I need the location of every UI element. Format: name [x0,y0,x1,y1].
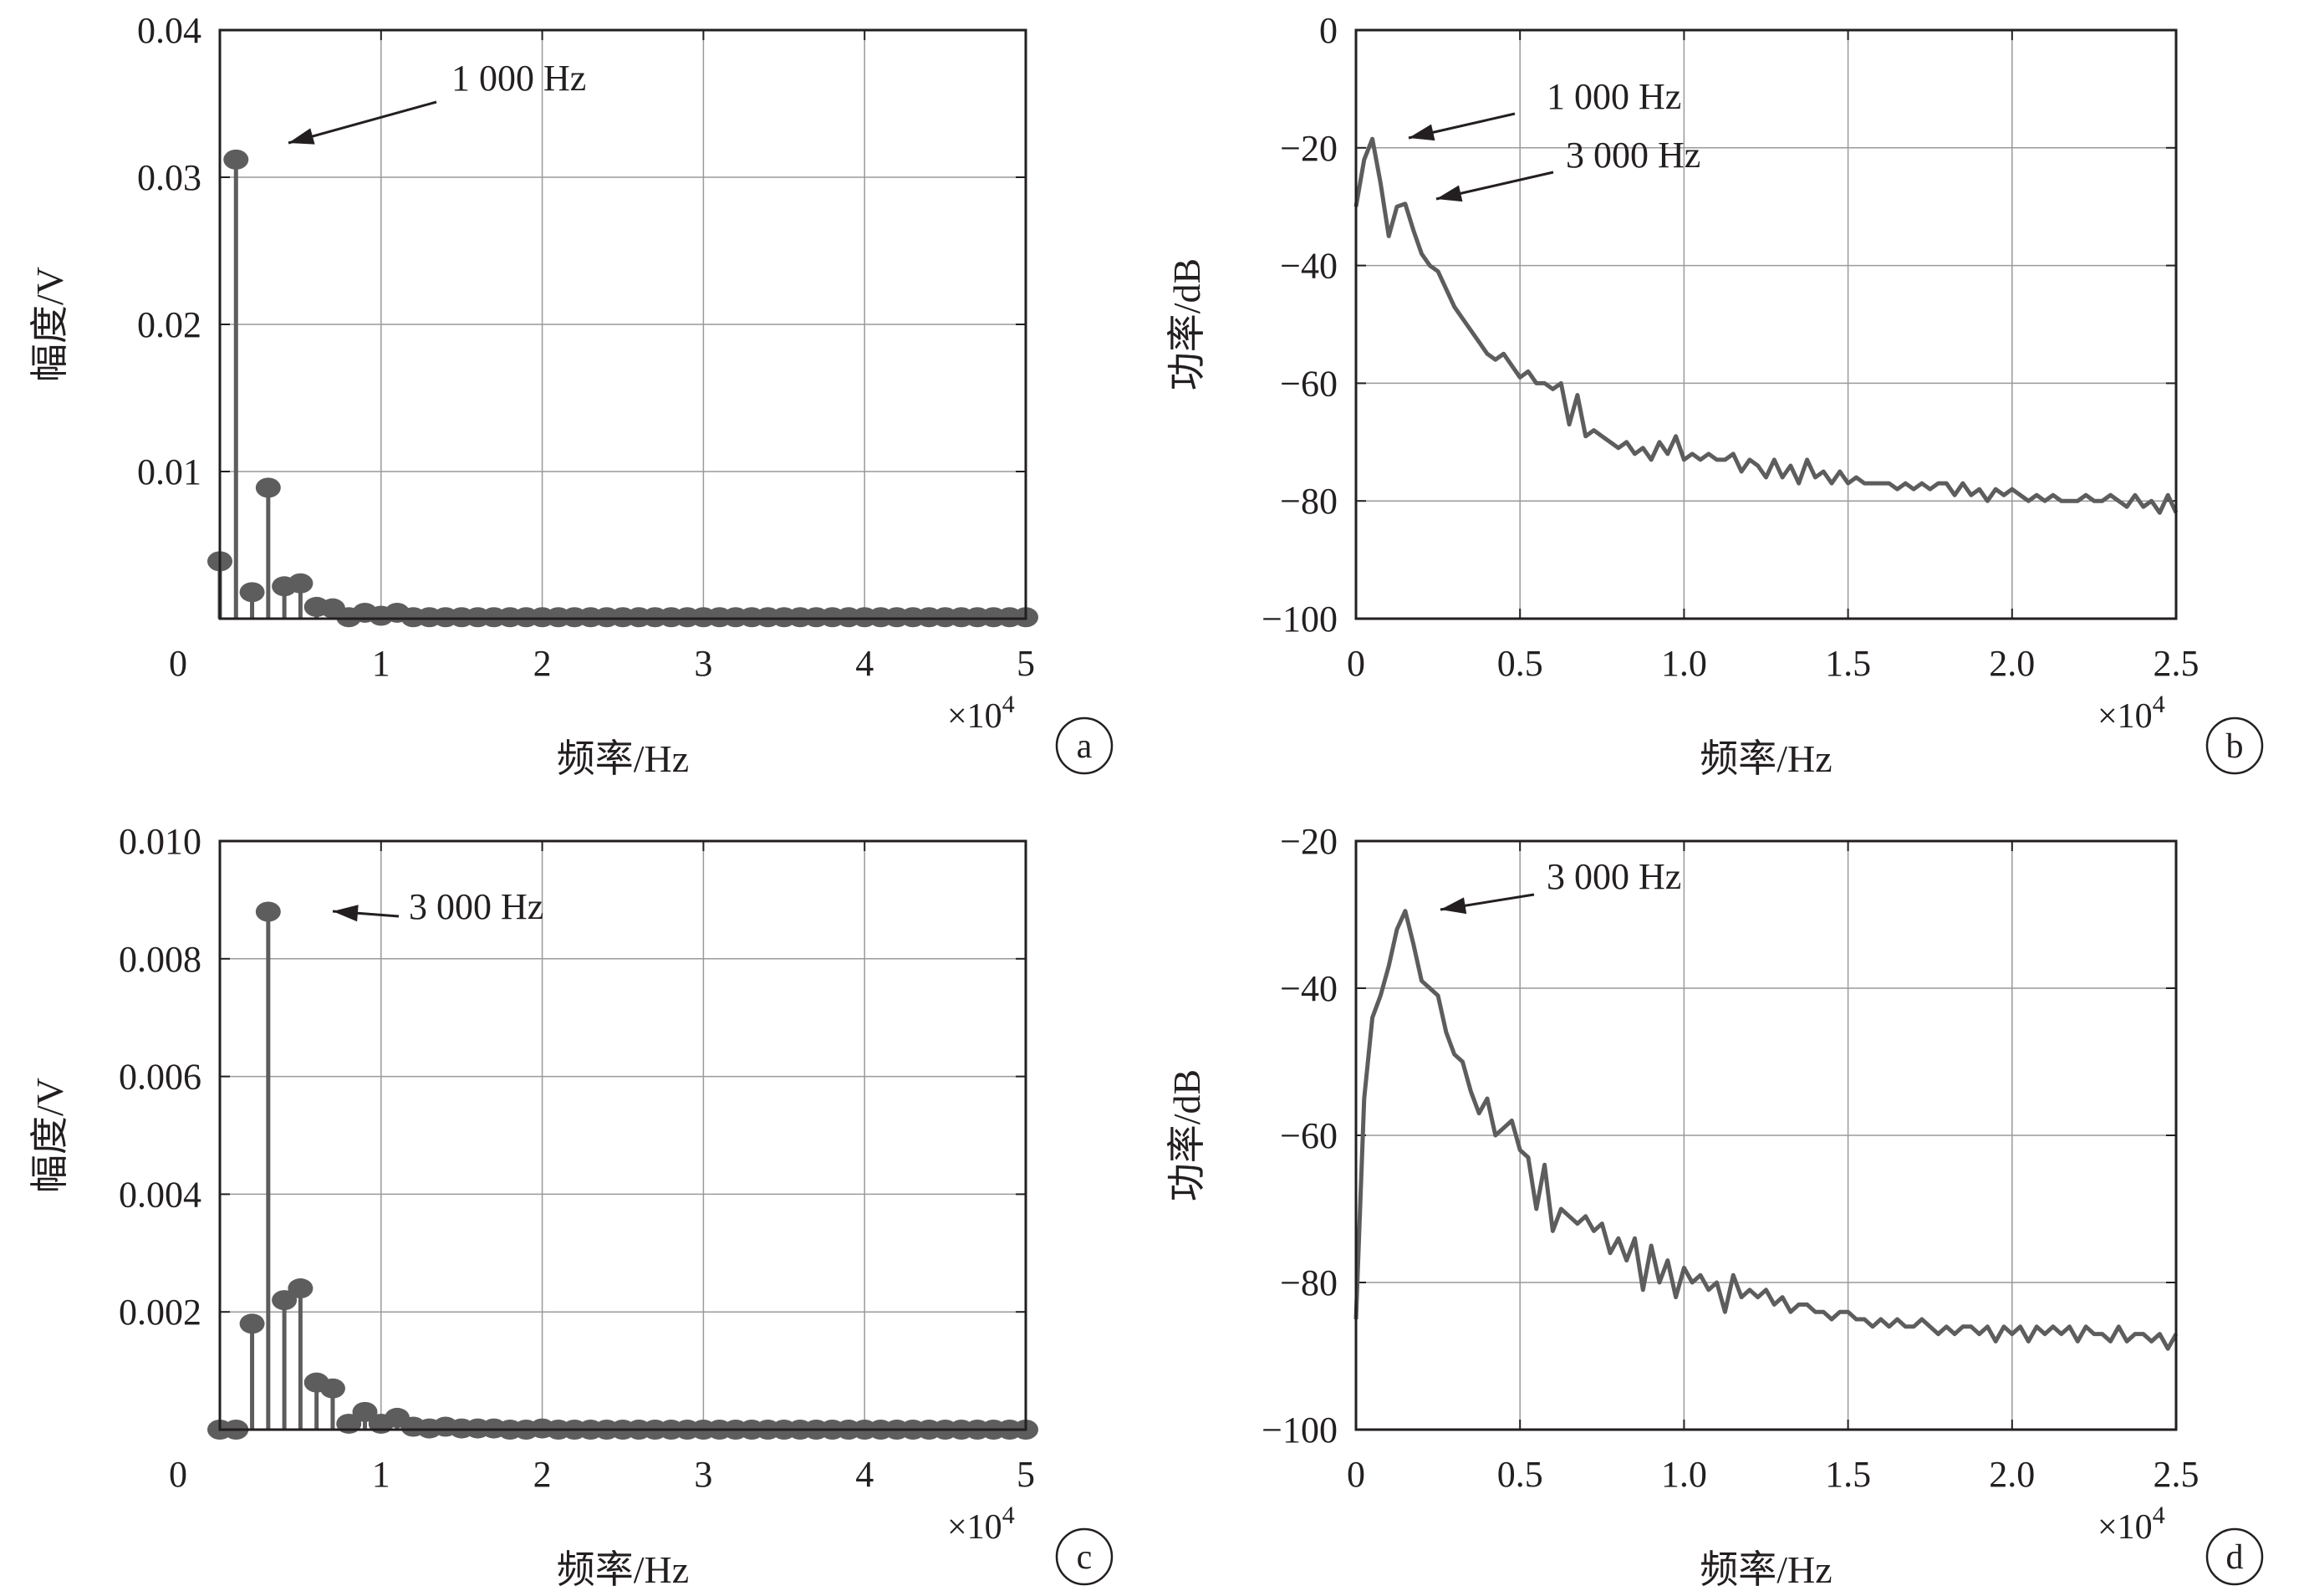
x-tick-label: 2 [533,1454,552,1495]
y-tick-label: −100 [1262,599,1338,640]
x-tick-label: 2.0 [1989,1454,2035,1495]
x-tick-label: 0.5 [1497,1454,1543,1495]
stem-marker [255,477,281,498]
stem-marker [223,149,249,170]
panel-label: a [1077,727,1093,766]
series-line [1353,136,2179,515]
annotation-arrow-head [1440,897,1467,915]
annotation-arrow-line [288,100,437,145]
x-tick-label: 4 [855,1454,874,1495]
x-tick-label: 0.5 [1497,643,1543,684]
y-tick-label: −20 [1280,128,1338,169]
x-axis-label: 频率/Hz [557,1548,689,1591]
x-tick-label: 0 [1347,643,1365,684]
x-tick-label: 2.5 [2154,643,2200,684]
y-tick-label: −60 [1280,363,1338,404]
y-tick-label: 0.03 [137,157,201,198]
plot-frame [1354,839,2178,1431]
y-tick-label: −100 [1262,1410,1338,1451]
y-tick-label: 0.006 [119,1057,201,1098]
panel-label: c [1077,1538,1093,1577]
annotation-label: 1 000 Hz [451,58,586,99]
x-tick-label: 1.0 [1661,643,1707,684]
stem-marker [288,1278,313,1299]
y-tick-label: −60 [1280,1115,1338,1156]
x-tick-label: 0 [169,1454,187,1495]
plot-frame [1354,28,2178,620]
x-tick-label: 0 [1347,1454,1365,1495]
series-line [1353,909,2179,1351]
panel-label-circle [1055,716,1114,775]
stem-marker [239,1313,265,1334]
y-tick-label: −40 [1280,246,1338,287]
annotation-arrow-head [333,905,359,922]
x-tick-label: 3 [694,1454,712,1495]
y-tick-label: −80 [1280,481,1338,522]
x-multiplier: ×104 [2098,1502,2165,1547]
panel-label-circle [1055,1527,1114,1586]
x-tick-label: 2 [533,643,552,684]
y-tick-label: 0.010 [119,821,201,862]
panel-label-circle [2205,1527,2264,1586]
x-axis-label: 频率/Hz [557,737,689,780]
x-tick-label: 1 [372,643,390,684]
panel-label: b [2226,727,2244,766]
plot-frame [218,839,1027,1431]
x-tick-label: 5 [1017,643,1035,684]
stem-marker [288,573,313,594]
x-tick-label: 0 [169,643,187,684]
y-tick-label: 0.004 [119,1174,201,1215]
x-tick-label: 1.0 [1661,1454,1707,1495]
stem-marker [352,1401,378,1422]
chart-panel-d: 0 0.5 1.0 1.5 2.0 2.5 −100 −80 −60 −40 −20 ×104 频率/H… [1165,821,2264,1591]
x-tick-label: 5 [1017,1454,1035,1495]
x-multiplier: ×104 [947,1502,1015,1547]
annotation-arrow-head [1409,124,1435,141]
x-tick-label: 1 [372,1454,390,1495]
stem-marker [255,901,281,922]
x-tick-label: 3 [694,643,712,684]
y-tick-label: −40 [1280,968,1338,1009]
y-tick-label: 0.008 [119,939,201,980]
stem-marker [239,582,265,603]
x-tick-label: 2.0 [1989,643,2035,684]
x-tick-label: 1.5 [1825,643,1871,684]
annotation-arrow-head [288,128,315,145]
y-tick-label: −80 [1280,1262,1338,1303]
stem-marker [272,1290,298,1311]
annotation-arrow-head [1436,185,1463,202]
annotation-label: 3 000 Hz [1547,856,1681,897]
annotation-label: 3 000 Hz [409,886,543,927]
y-tick-label: 0.002 [119,1292,201,1333]
y-tick-label: 0 [1319,10,1338,51]
chart-panel-b: 0 0.5 1.0 1.5 2.0 2.5 −100 −80 −60 −40 −20 0 ×104 频率/… [1165,10,2264,780]
annotation-label: 1 000 Hz [1547,76,1681,117]
stem-marker [319,1378,345,1399]
chart-panel-c: 0 1 2 3 4 5 0.002 0.004 0.006 0.008 0.010 ×104 频率/Hz… [28,821,1114,1591]
y-axis-label: 幅度/V [28,267,71,382]
x-multiplier: ×104 [947,691,1015,736]
y-tick-label: 0.02 [137,304,201,345]
y-tick-label: −20 [1280,821,1338,862]
y-axis-label: 功率/dB [1165,1069,1208,1201]
x-tick-label: 1.5 [1825,1454,1871,1495]
y-tick-label: 0.01 [137,451,201,492]
x-multiplier: ×104 [2098,691,2165,736]
y-axis-label: 幅度/V [28,1078,71,1193]
panel-label-circle [2205,716,2264,775]
x-axis-label: 频率/Hz [1700,737,1832,780]
x-tick-label: 2.5 [2154,1454,2200,1495]
x-axis-label: 频率/Hz [1700,1548,1832,1591]
panel-label: d [2226,1538,2244,1577]
x-tick-label: 4 [855,643,874,684]
y-tick-label: 0.04 [137,10,201,51]
y-axis-label: 功率/dB [1165,258,1208,390]
annotation-label: 3 000 Hz [1566,135,1700,176]
plot-frame [218,28,1027,620]
chart-panel-a: 0 1 2 3 4 5 0.01 0.02 0.03 0.04 ×104 频率/Hz 幅度/V a 1 00… [28,10,1114,780]
